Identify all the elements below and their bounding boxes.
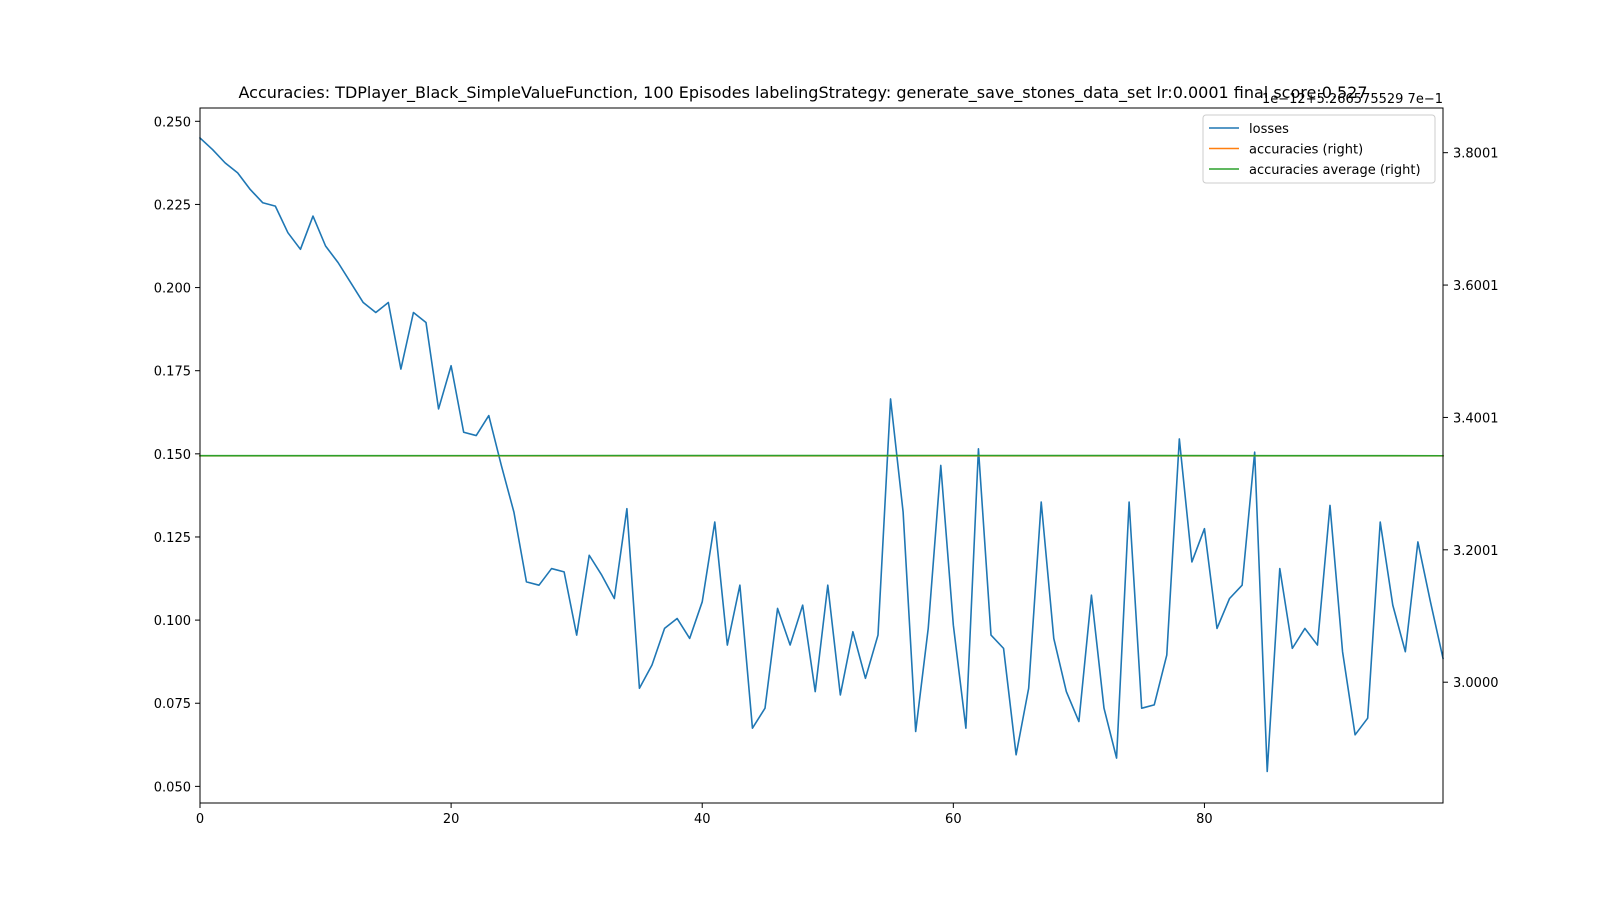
y-left-tick-label: 0.125 <box>154 531 191 546</box>
legend-label-2: accuracies average (right) <box>1249 163 1421 178</box>
x-tick-label: 20 <box>443 812 460 827</box>
y-right-tick-label: 3.6001 <box>1453 279 1499 294</box>
y-left-tick-label: 0.100 <box>154 614 191 629</box>
y-left-tick-label: 0.150 <box>154 448 191 463</box>
series-line-0 <box>198 136 1444 773</box>
chart-title: Accuracies: TDPlayer_Black_SimpleValueFu… <box>238 83 1367 103</box>
y-right-tick-label: 3.8001 <box>1453 147 1499 162</box>
y-left-tick-label: 0.075 <box>154 697 191 712</box>
x-tick-label: 0 <box>196 812 204 827</box>
plot-area: 0 20 40 60 80 0.050 0.075 0.100 0.125 0.150 0.175 0… <box>154 107 1499 827</box>
legend-label-1: accuracies (right) <box>1249 143 1363 158</box>
y-left-tick-label: 0.250 <box>154 115 191 130</box>
y-left-tick-label: 0.175 <box>154 365 191 380</box>
legend-label-0: losses <box>1249 122 1289 137</box>
y-left-tick-label: 0.200 <box>154 282 191 297</box>
y-left-tick-label: 0.225 <box>154 198 191 213</box>
axes-frame <box>199 107 1444 804</box>
y-left-tick-label: 0.050 <box>154 780 191 795</box>
x-tick-label: 80 <box>1196 812 1213 827</box>
y-right-tick-label: 3.4001 <box>1453 411 1499 426</box>
y-right-tick-label: 3.2001 <box>1453 544 1499 559</box>
legend: losses accuracies (right) accuracies avera… <box>1202 114 1436 184</box>
x-tick-label: 60 <box>945 812 962 827</box>
x-tick-label: 40 <box>694 812 711 827</box>
legend-box <box>1202 114 1436 184</box>
y-right-tick-label: 3.0000 <box>1453 676 1499 691</box>
right-axis-offset-text: 1e−12+5.266575529 7e−1 <box>1262 92 1443 107</box>
